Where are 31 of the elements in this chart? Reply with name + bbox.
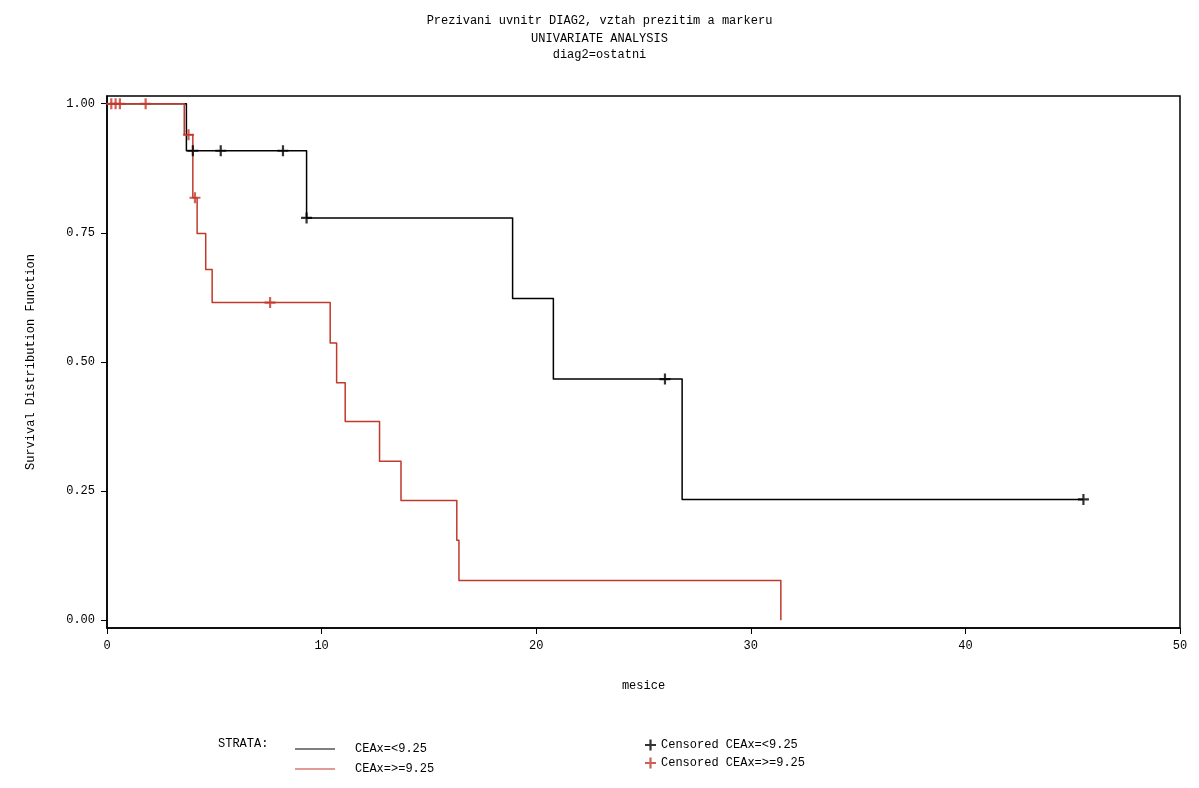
legend-label: CEAx=>=9.25 [355, 762, 435, 776]
legend-label: Censored CEAx=<9.25 [661, 738, 798, 752]
point [301, 212, 313, 224]
point [187, 145, 199, 157]
legend-label: CEAx=<9.25 [355, 742, 428, 756]
chart-subtitle: UNIVARIATE ANALYSIS diag2=ostatni [531, 32, 668, 62]
point [277, 145, 289, 157]
point [140, 98, 152, 110]
x-tick-label: 0 [103, 639, 111, 653]
y-tick-label: 0.75 [66, 225, 95, 240]
x-axis-title: mesice [621, 679, 666, 693]
y-axis-title: Survival Distribution Function [24, 253, 38, 471]
point [183, 129, 195, 141]
y-tick-label: 0.00 [66, 613, 95, 628]
x-tick-label: 50 [1172, 639, 1188, 653]
point [659, 373, 671, 385]
x-tick-label: 10 [314, 639, 329, 653]
x-tick-label: 30 [743, 639, 758, 653]
legend-title: STRATA: [218, 737, 269, 751]
y-tick-label: 1.00 [66, 96, 95, 111]
x-tick-label: 40 [958, 639, 973, 653]
chart-title: Prezivani uvnitr DIAG2, vztah prezitim a markeru [426, 14, 773, 28]
point [189, 192, 201, 204]
x-tick-label: 20 [529, 639, 544, 653]
y-tick-label: 0.50 [66, 355, 95, 369]
point [1077, 493, 1089, 505]
legend-label: Censored CEAx=>=9.25 [661, 756, 806, 770]
point [264, 297, 276, 309]
y-tick-label: 0.25 [66, 484, 95, 499]
point [114, 98, 126, 110]
point [215, 145, 227, 157]
